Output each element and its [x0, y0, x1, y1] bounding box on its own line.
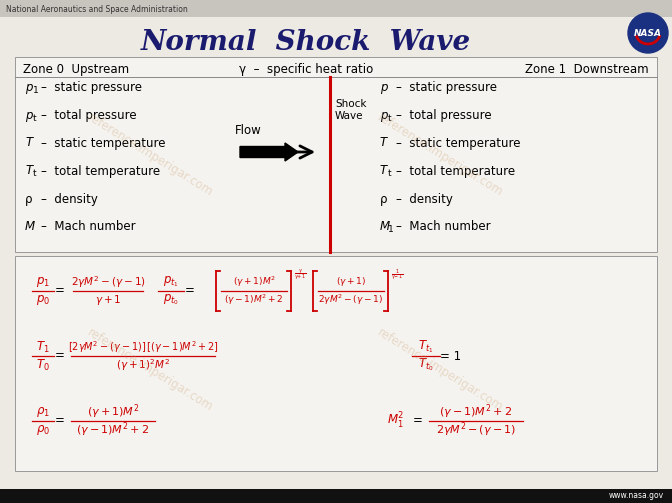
- Text: $(\gamma-1)M^2+2$: $(\gamma-1)M^2+2$: [77, 421, 150, 439]
- Text: =: =: [55, 414, 65, 428]
- Text: Normal  Shock  Wave: Normal Shock Wave: [141, 29, 471, 55]
- Text: reference.imperigar.com: reference.imperigar.com: [375, 326, 505, 414]
- Text: t: t: [33, 114, 37, 123]
- Text: $(\gamma+1)M^2$: $(\gamma+1)M^2$: [233, 275, 276, 289]
- Text: γ  –  specific heat ratio: γ – specific heat ratio: [239, 62, 373, 75]
- Text: $\rho_0$: $\rho_0$: [36, 423, 50, 437]
- Text: $(\gamma+1)$: $(\gamma+1)$: [336, 276, 366, 289]
- Text: reference.imperigar.com: reference.imperigar.com: [85, 111, 215, 199]
- Text: $2\gamma M^2 - (\gamma-1)$: $2\gamma M^2 - (\gamma-1)$: [71, 274, 145, 290]
- Text: $(\gamma+1)M^2$: $(\gamma+1)M^2$: [87, 403, 139, 422]
- Text: = 1: = 1: [440, 350, 462, 363]
- Text: =: =: [413, 414, 423, 428]
- Text: $p_{t_0}$: $p_{t_0}$: [163, 293, 179, 307]
- Text: –  density: – density: [396, 193, 453, 206]
- Bar: [0, 489, 672, 503]
- Text: =: =: [55, 350, 65, 363]
- Text: reference.imperigar.com: reference.imperigar.com: [85, 326, 215, 414]
- Text: Flow: Flow: [235, 124, 262, 137]
- Text: T: T: [25, 136, 32, 149]
- Text: $(\gamma+1)^2 M^2$: $(\gamma+1)^2 M^2$: [116, 357, 170, 373]
- Text: t: t: [388, 114, 392, 123]
- Text: –  total temperature: – total temperature: [41, 164, 160, 178]
- Text: p: p: [380, 80, 388, 94]
- Bar: [15, 57, 657, 252]
- Text: $2\gamma M^2-(\gamma-1)$: $2\gamma M^2-(\gamma-1)$: [436, 421, 516, 439]
- Text: $T_{t_0}$: $T_{t_0}$: [418, 357, 434, 373]
- Text: –  static pressure: – static pressure: [41, 80, 142, 94]
- Text: –  static temperature: – static temperature: [41, 136, 165, 149]
- Text: T: T: [25, 164, 32, 178]
- Text: –  total pressure: – total pressure: [396, 109, 492, 122]
- FancyArrow shape: [240, 143, 298, 161]
- Text: ρ: ρ: [380, 193, 388, 206]
- Text: www.nasa.gov: www.nasa.gov: [609, 491, 664, 500]
- Text: $(\gamma-1)M^2+2$: $(\gamma-1)M^2+2$: [439, 403, 513, 422]
- Text: –  Mach number: – Mach number: [396, 220, 491, 233]
- Text: $(\gamma-1)M^2+2$: $(\gamma-1)M^2+2$: [224, 293, 284, 307]
- Text: –  Mach number: – Mach number: [41, 220, 136, 233]
- Text: $T_1$: $T_1$: [36, 340, 50, 355]
- Text: $[2\gamma M^2-(\gamma-1)]\,[(\gamma-1)M^2+2]$: $[2\gamma M^2-(\gamma-1)]\,[(\gamma-1)M^…: [68, 339, 218, 355]
- Text: $p_1$: $p_1$: [36, 275, 50, 289]
- Text: p: p: [25, 80, 32, 94]
- Bar: [0, 0, 672, 17]
- Circle shape: [628, 13, 668, 53]
- Text: NASA: NASA: [634, 29, 662, 38]
- Text: Zone 0  Upstream: Zone 0 Upstream: [23, 62, 129, 75]
- Text: =: =: [55, 285, 65, 297]
- Text: M: M: [380, 220, 390, 233]
- Text: reference.imperigar.com: reference.imperigar.com: [375, 111, 505, 199]
- Text: –  total temperature: – total temperature: [396, 164, 515, 178]
- Text: Shock
Wave: Shock Wave: [335, 99, 366, 121]
- Text: $M_1^2$: $M_1^2$: [387, 411, 405, 431]
- Text: p: p: [25, 109, 32, 122]
- Bar: [15, 256, 657, 471]
- Text: –  density: – density: [41, 193, 98, 206]
- Text: –  total pressure: – total pressure: [41, 109, 136, 122]
- Text: –  static temperature: – static temperature: [396, 136, 521, 149]
- Text: $p_{t_1}$: $p_{t_1}$: [163, 275, 179, 289]
- Text: ρ: ρ: [25, 193, 32, 206]
- Text: $T_0$: $T_0$: [36, 358, 50, 373]
- Text: $\frac{\gamma}{\gamma{+}1}$: $\frac{\gamma}{\gamma{+}1}$: [294, 268, 306, 283]
- Text: $\frac{1}{\gamma{-}1}$: $\frac{1}{\gamma{-}1}$: [391, 267, 403, 283]
- Text: 1: 1: [33, 86, 39, 95]
- Text: =: =: [185, 285, 195, 297]
- Text: M: M: [25, 220, 35, 233]
- Text: T: T: [380, 136, 387, 149]
- Text: $p_0$: $p_0$: [36, 293, 50, 307]
- Text: $\rho_1$: $\rho_1$: [36, 405, 50, 419]
- Text: t: t: [33, 170, 37, 179]
- Text: National Aeronautics and Space Administration: National Aeronautics and Space Administr…: [6, 5, 187, 14]
- Text: 1: 1: [388, 225, 394, 234]
- Text: t: t: [388, 170, 392, 179]
- Text: Zone 1  Downstream: Zone 1 Downstream: [526, 62, 649, 75]
- Text: –  static pressure: – static pressure: [396, 80, 497, 94]
- Text: p: p: [380, 109, 388, 122]
- Text: $2\gamma M^2-(\gamma-1)$: $2\gamma M^2-(\gamma-1)$: [319, 293, 384, 307]
- Text: $\gamma + 1$: $\gamma + 1$: [95, 293, 121, 307]
- Text: T: T: [380, 164, 387, 178]
- Text: $T_{t_1}$: $T_{t_1}$: [418, 339, 433, 355]
